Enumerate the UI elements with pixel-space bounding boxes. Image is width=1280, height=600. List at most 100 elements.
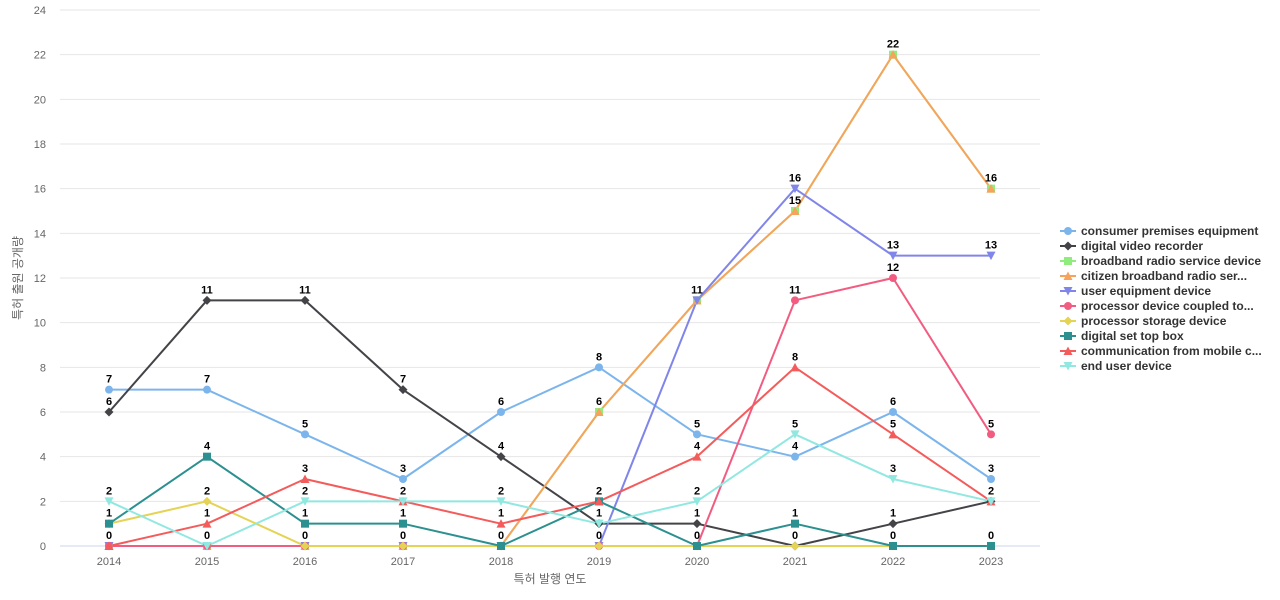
data-label: 1 <box>400 508 406 520</box>
x-axis-ticks: 2014 2015 2016 2017 2018 2019 2020 2021 2022 2023 <box>97 556 1003 568</box>
data-point <box>496 497 506 506</box>
data-label: 1 <box>498 508 504 520</box>
data-point <box>301 519 309 528</box>
data-point <box>790 206 800 215</box>
y-tick-label: 0 <box>40 541 46 553</box>
data-label: 12 <box>887 262 899 274</box>
data-label: 8 <box>792 351 798 363</box>
data-point <box>791 296 799 305</box>
data-point <box>594 519 604 529</box>
data-label: 0 <box>302 530 308 542</box>
data-point <box>889 542 897 550</box>
y-tick-label: 10 <box>34 318 46 330</box>
data-point <box>202 496 212 506</box>
data-label: 0 <box>694 530 700 542</box>
data-label: 0 <box>400 530 406 542</box>
data-label: 3 <box>890 463 896 475</box>
y-tick-label: 14 <box>34 228 46 240</box>
y-tick-label: 16 <box>34 184 46 196</box>
legend-item[interactable]: processor device coupled to... <box>1060 299 1254 313</box>
legend-item[interactable]: processor storage device <box>1060 314 1227 328</box>
data-point <box>692 497 702 506</box>
y-tick-label: 6 <box>40 407 46 419</box>
legend-item[interactable]: consumer premises equipment <box>1060 224 1258 238</box>
legend-item[interactable]: communication from mobile c... <box>1060 344 1262 358</box>
y-tick-label: 4 <box>40 452 46 464</box>
data-point <box>496 452 506 462</box>
data-point <box>888 50 898 59</box>
data-point <box>105 519 113 528</box>
data-label: 11 <box>789 284 801 296</box>
data-label: 2 <box>596 485 602 497</box>
data-point <box>790 430 800 439</box>
legend-label: end user device <box>1081 359 1172 373</box>
y-tick-label: 12 <box>34 273 46 285</box>
data-point <box>497 408 505 416</box>
data-label: 2 <box>204 485 210 497</box>
data-point <box>888 519 898 529</box>
data-label: 1 <box>890 508 896 520</box>
y-tick-label: 20 <box>34 94 46 106</box>
data-label: 2 <box>106 485 112 497</box>
series-line <box>108 433 992 547</box>
data-point <box>399 475 407 483</box>
data-point <box>790 362 800 372</box>
data-point <box>398 497 408 506</box>
data-label: 0 <box>890 530 896 542</box>
data-point <box>888 475 898 484</box>
x-tick-label: 2019 <box>587 556 611 568</box>
legend-label: consumer premises equipment <box>1081 224 1258 238</box>
x-tick-label: 2018 <box>489 556 513 568</box>
data-label: 4 <box>498 441 505 453</box>
data-label: 1 <box>792 508 798 520</box>
legend-symbol <box>1063 362 1073 371</box>
data-label: 5 <box>792 418 798 430</box>
legend-item[interactable]: digital set top box <box>1060 329 1184 343</box>
data-point <box>791 519 799 528</box>
data-label: 11 <box>691 284 703 296</box>
legend-label: digital video recorder <box>1081 239 1203 253</box>
data-label: 4 <box>792 441 799 453</box>
legend-item[interactable]: end user device <box>1060 359 1172 373</box>
data-point <box>889 274 897 282</box>
data-point <box>888 251 898 261</box>
data-label: 2 <box>694 485 700 497</box>
data-point <box>692 519 702 529</box>
data-label: 1 <box>694 508 700 520</box>
data-point <box>986 184 996 193</box>
x-axis-title: 특허 발행 연도 <box>514 571 587 586</box>
data-label: 11 <box>299 284 311 296</box>
data-point <box>692 296 702 305</box>
data-point <box>790 541 800 551</box>
data-label: 6 <box>890 396 896 408</box>
data-label: 3 <box>988 463 994 475</box>
data-label: 11 <box>201 284 213 296</box>
data-point <box>203 452 211 461</box>
data-point <box>986 251 996 261</box>
legend-item[interactable]: broadband radio service device <box>1060 254 1261 268</box>
legend-symbol <box>1063 271 1073 280</box>
data-label: 1 <box>302 508 308 520</box>
data-label: 6 <box>106 396 112 408</box>
series-line <box>108 455 991 547</box>
legend-item[interactable]: citizen broadband radio ser... <box>1060 269 1247 283</box>
data-point <box>202 542 212 551</box>
data-label: 0 <box>988 530 994 542</box>
data-label: 4 <box>204 441 211 453</box>
legend-item[interactable]: user equipment device <box>1060 284 1211 298</box>
data-point <box>202 295 212 305</box>
legend-symbol <box>1063 287 1073 296</box>
data-point <box>104 497 114 506</box>
y-axis-title: 특허 출원 공개량 <box>11 236 25 320</box>
data-label: 2 <box>498 485 504 497</box>
x-tick-label: 2023 <box>979 556 1003 568</box>
legend-label: digital set top box <box>1081 329 1184 343</box>
series-line <box>109 366 992 480</box>
legend-item[interactable]: digital video recorder <box>1060 239 1203 253</box>
data-point <box>497 542 505 550</box>
data-point <box>987 475 995 483</box>
legend-label: user equipment device <box>1081 284 1211 298</box>
data-label: 2 <box>988 485 994 497</box>
